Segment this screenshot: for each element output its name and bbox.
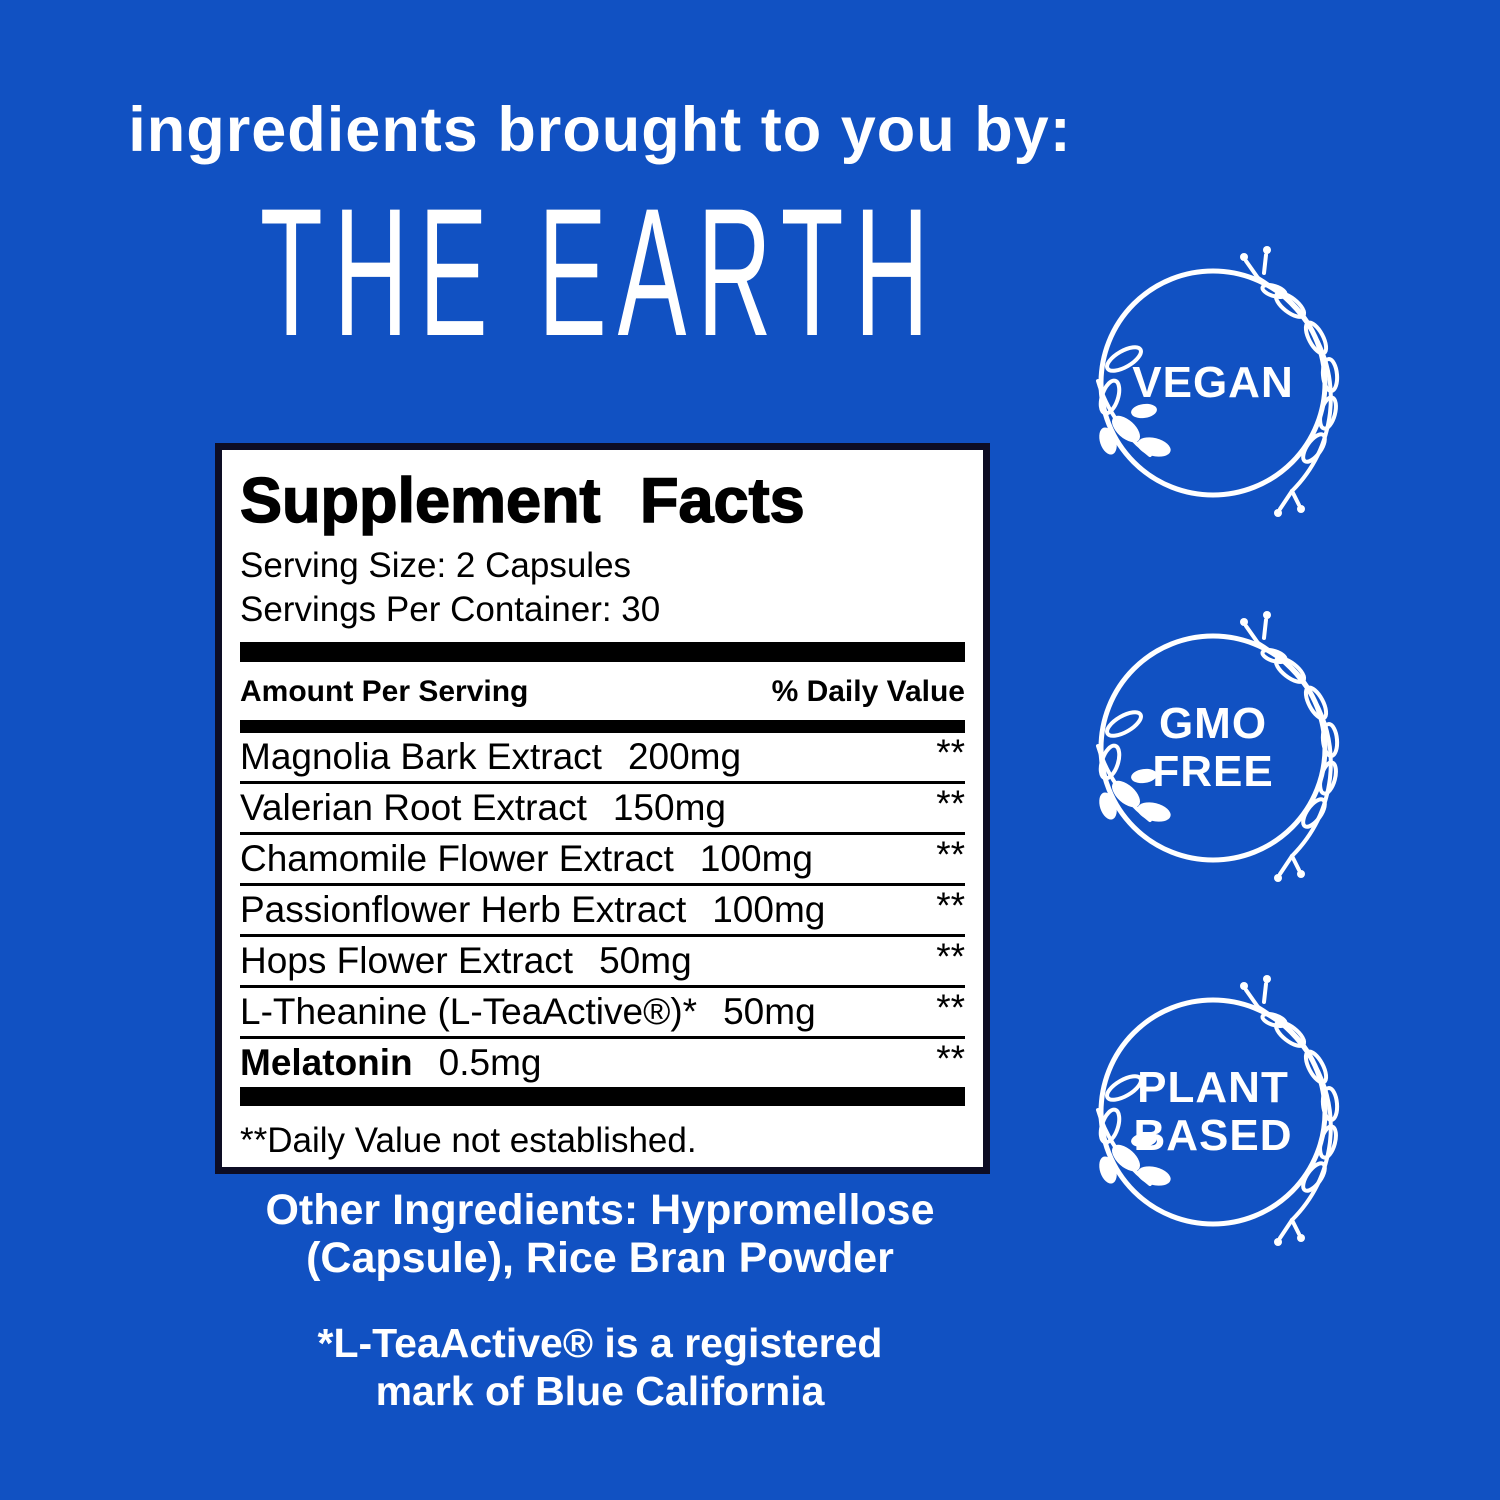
badge-vegan-label: VEGAN	[1063, 233, 1363, 533]
column-amount-per-serving: Amount Per Serving	[240, 675, 529, 709]
trademark-note-line: mark of Blue California	[375, 1367, 825, 1414]
other-ingredients: Other Ingredients: Hypromellose (Capsule…	[0, 1186, 1200, 1282]
brand-name: THE EARTH	[0, 168, 1200, 374]
ingredient-amount: 0.5mg	[438, 1042, 542, 1084]
brand-name-text: THE EARTH	[260, 170, 940, 374]
badge-label-line: VEGAN	[1132, 357, 1294, 407]
badge-vegan: VEGAN	[1068, 233, 1368, 533]
badge-gmo-free-label: GMO FREE	[1063, 598, 1363, 898]
ingredient-name: Melatonin	[240, 1042, 413, 1084]
daily-value-asterisks: **	[936, 885, 965, 927]
ingredient-row: Passionflower Herb Extract 100mg **	[240, 885, 965, 938]
ingredient-amount: 150mg	[612, 787, 726, 829]
badge-label-line: BASED	[1133, 1111, 1293, 1160]
daily-value-footnote: **Daily Value not established.	[240, 1121, 697, 1161]
badge-label-line: GMO	[1158, 698, 1268, 748]
tagline: ingredients brought to you by:	[128, 95, 1072, 165]
other-ingredients-line: (Capsule), Rice Bran Powder	[306, 1234, 894, 1283]
trademark-note-line: *L-TeaActive® is a registered	[317, 1320, 883, 1366]
divider-bar-thick	[240, 642, 965, 663]
ingredient-amount: 200mg	[627, 736, 742, 778]
facts-column-header: Amount Per Serving % Daily Value	[240, 662, 965, 720]
ingredient-row: Valerian Root Extract 150mg **	[240, 783, 965, 836]
ingredient-row: Melatonin 0.5mg **	[240, 1039, 965, 1087]
ingredient-amount: 50mg	[723, 991, 816, 1033]
divider-bar-bottom	[240, 1087, 965, 1107]
ingredient-row: Hops Flower Extract 50mg **	[240, 936, 965, 989]
badge-plant-based-label: PLANT BASED	[1063, 962, 1363, 1262]
daily-value-asterisks: **	[936, 1038, 965, 1080]
daily-value-asterisks: **	[936, 834, 965, 876]
daily-value-asterisks: **	[936, 732, 965, 774]
ingredient-name: Valerian Root Extract	[240, 787, 587, 829]
badge-label-line: FREE	[1152, 747, 1274, 796]
ingredient-name: Chamomile Flower Extract	[240, 838, 674, 880]
supplement-facts-panel: Supplement Facts Serving Size: 2 Capsule…	[215, 443, 990, 1174]
ingredient-amount: 100mg	[712, 889, 826, 931]
ingredient-row: Magnolia Bark Extract 200mg **	[240, 732, 965, 785]
daily-value-asterisks: **	[936, 783, 965, 825]
ingredient-name: Hops Flower Extract	[240, 940, 574, 982]
daily-value-asterisks: **	[936, 936, 965, 978]
ingredient-name: L-Theanine (L-TeaActive®)*	[240, 991, 698, 1033]
ingredient-name: Magnolia Bark Extract	[240, 736, 602, 778]
column-daily-value: % Daily Value	[771, 675, 965, 709]
ingredient-row: L-Theanine (L-TeaActive®)* 50mg **	[240, 987, 965, 1040]
other-ingredients-line: Other Ingredients: Hypromellose	[265, 1186, 935, 1234]
badge-gmo-free: GMO FREE	[1068, 598, 1368, 898]
trademark-note: *L-TeaActive® is a registered mark of Bl…	[0, 1320, 1200, 1415]
facts-title: Supplement Facts	[239, 466, 805, 536]
ingredient-name: Passionflower Herb Extract	[240, 889, 687, 931]
badge-label-line: PLANT	[1137, 1062, 1289, 1112]
daily-value-asterisks: **	[936, 987, 965, 1029]
ingredient-amount: 100mg	[699, 838, 813, 880]
divider-bar-medium	[240, 720, 965, 734]
serving-size: Serving Size: 2 Capsules	[240, 546, 632, 586]
badge-plant-based: PLANT BASED	[1068, 962, 1368, 1262]
servings-per-container: Servings Per Container: 30	[240, 589, 661, 629]
ingredient-amount: 50mg	[599, 940, 692, 982]
ingredient-row: Chamomile Flower Extract 100mg **	[240, 834, 965, 887]
